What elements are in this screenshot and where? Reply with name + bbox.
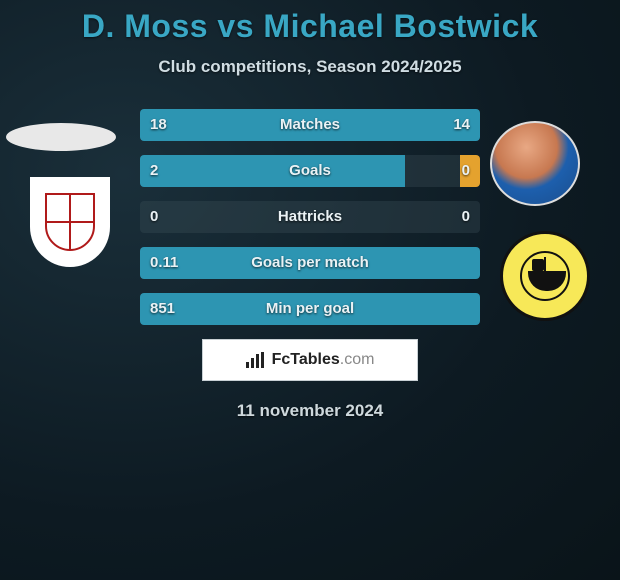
player-left-avatar	[6, 123, 116, 151]
page-title: D. Moss vs Michael Bostwick	[0, 8, 620, 45]
stat-label: Goals per match	[140, 247, 480, 279]
club-crest-right	[500, 231, 590, 321]
club-crest-left	[30, 177, 110, 267]
ship-icon	[520, 251, 570, 301]
stat-label: Matches	[140, 109, 480, 141]
stat-value-right: 0	[462, 201, 470, 233]
stat-row: 0Hattricks0	[140, 201, 480, 233]
brand-box[interactable]: FcTables.com	[202, 339, 418, 381]
date-text: 11 november 2024	[0, 401, 620, 421]
brand-suffix: .com	[340, 351, 375, 368]
stat-row: 18Matches14	[140, 109, 480, 141]
stat-value-right: 0	[462, 155, 470, 187]
stat-label: Goals	[140, 155, 480, 187]
comparison-card: D. Moss vs Michael Bostwick Club competi…	[0, 0, 620, 580]
stat-row: 2Goals0	[140, 155, 480, 187]
shield-icon	[45, 193, 95, 251]
brand-text: FcTables.com	[272, 351, 375, 369]
stat-row: 851Min per goal	[140, 293, 480, 325]
comparison-body: 18Matches142Goals00Hattricks00.11Goals p…	[0, 109, 620, 421]
bar-chart-icon	[246, 352, 266, 368]
stat-value-right: 14	[453, 109, 470, 141]
stat-label: Hattricks	[140, 201, 480, 233]
stat-row: 0.11Goals per match	[140, 247, 480, 279]
stat-label: Min per goal	[140, 293, 480, 325]
player-right-avatar	[490, 121, 580, 206]
brand-name: FcTables	[272, 351, 340, 368]
subtitle: Club competitions, Season 2024/2025	[0, 57, 620, 77]
stat-rows: 18Matches142Goals00Hattricks00.11Goals p…	[140, 109, 480, 325]
